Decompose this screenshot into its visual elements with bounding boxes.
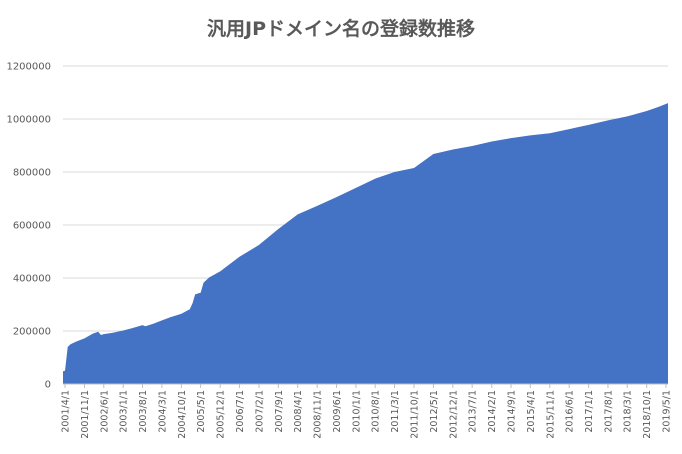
plot-area bbox=[63, 103, 668, 384]
x-tick-label: 2014/9/1 bbox=[507, 390, 518, 433]
x-tick-label: 2010/1/1 bbox=[351, 390, 362, 433]
x-tick-label: 2007/2/1 bbox=[255, 390, 266, 433]
x-tick-label: 2015/4/1 bbox=[526, 390, 537, 433]
x-tick-label: 2012/5/1 bbox=[429, 390, 440, 433]
x-tick-label: 2012/12/1 bbox=[448, 390, 459, 439]
x-tick-label: 2016/6/1 bbox=[565, 390, 576, 433]
x-tick-label: 2018/3/1 bbox=[623, 390, 634, 433]
y-tick-label: 1000000 bbox=[6, 115, 51, 126]
x-tick-label: 2015/11/1 bbox=[545, 390, 556, 439]
x-tick-label: 2007/9/1 bbox=[274, 390, 285, 433]
x-tick-label: 2013/7/1 bbox=[468, 390, 479, 433]
x-tick-label: 2003/8/1 bbox=[138, 390, 149, 433]
x-tick-label: 2017/8/1 bbox=[603, 390, 614, 433]
x-tick-label: 2008/4/1 bbox=[293, 390, 304, 433]
x-tick-label: 2003/1/1 bbox=[119, 390, 130, 433]
x-tick-label: 2001/4/1 bbox=[61, 390, 72, 433]
x-tick-label: 2018/10/1 bbox=[642, 390, 653, 439]
x-tick-label: 2005/5/1 bbox=[196, 390, 207, 433]
x-tick-label: 2009/6/1 bbox=[332, 390, 343, 433]
x-tick-label: 2005/12/1 bbox=[216, 390, 227, 439]
y-tick-label: 400000 bbox=[13, 274, 51, 285]
x-tick-label: 2011/10/1 bbox=[410, 390, 421, 439]
y-axis-ticks: 0 200000 400000 600000 800000 1000000 1200000 bbox=[6, 62, 51, 391]
x-tick-label: 2004/3/1 bbox=[157, 390, 168, 433]
y-tick-label: 1200000 bbox=[6, 62, 51, 73]
x-tick-label: 2017/1/1 bbox=[584, 390, 595, 433]
x-tick-label: 2011/3/1 bbox=[390, 390, 401, 433]
x-axis-ticks: 2001/4/1 2001/11/1 2002/6/1 2003/1/1 2003/8/… bbox=[61, 384, 673, 439]
x-tick-label: 2004/10/1 bbox=[177, 390, 188, 439]
y-tick-label: 200000 bbox=[13, 327, 51, 338]
area-series-0 bbox=[63, 103, 668, 384]
chart-title: 汎用JPドメイン名の登録数推移 bbox=[207, 18, 475, 40]
x-tick-label: 2014/2/1 bbox=[487, 390, 498, 433]
y-tick-label: 600000 bbox=[13, 221, 51, 232]
x-tick-label: 2001/11/1 bbox=[80, 390, 91, 439]
y-tick-label: 800000 bbox=[13, 168, 51, 179]
x-tick-label: 2019/5/1 bbox=[662, 390, 673, 433]
y-tick-label: 0 bbox=[45, 380, 51, 391]
x-tick-label: 2002/6/1 bbox=[99, 390, 110, 433]
x-tick-label: 2006/7/1 bbox=[235, 390, 246, 433]
x-tick-label: 2010/8/1 bbox=[371, 390, 382, 433]
x-tick-label: 2008/11/1 bbox=[313, 390, 324, 439]
